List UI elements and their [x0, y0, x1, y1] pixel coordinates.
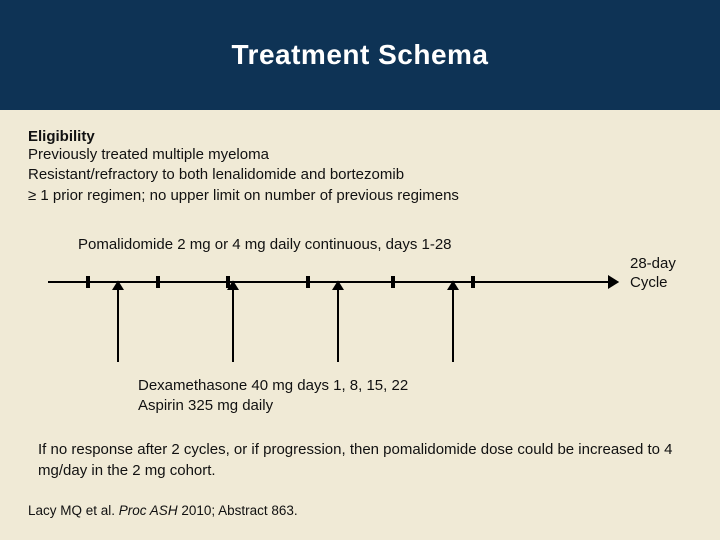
eligibility-header: Eligibility — [28, 128, 692, 145]
eligibility-line: ≥ 1 prior regimen; no upper limit on num… — [28, 186, 692, 206]
citation: Lacy MQ et al. Proc ASH 2010; Abstract 8… — [28, 503, 298, 518]
eligibility-block: Eligibility Previously treated multiple … — [28, 128, 692, 206]
footer-note: If no response after 2 cycles, or if pro… — [28, 440, 692, 481]
eligibility-line: Resistant/refractory to both lenalidomid… — [28, 165, 692, 185]
eligibility-line: Previously treated multiple myeloma — [28, 145, 692, 165]
pomalidomide-label: Pomalidomide 2 mg or 4 mg daily continuo… — [78, 236, 452, 253]
citation-journal: Proc ASH — [119, 503, 178, 518]
dex-line: Aspirin 325 mg daily — [138, 396, 692, 416]
citation-rest: 2010; Abstract 863. — [178, 503, 298, 518]
slide-header: Treatment Schema — [0, 0, 720, 110]
dexamethasone-block: Dexamethasone 40 mg days 1, 8, 15, 22 As… — [138, 376, 692, 417]
treatment-schema-diagram: Pomalidomide 2 mg or 4 mg daily continuo… — [28, 236, 688, 376]
cycle-label-line2: Cycle — [630, 274, 668, 291]
timeline-svg — [28, 258, 628, 368]
cycle-label: 28-day Cycle — [630, 254, 676, 293]
citation-authors: Lacy MQ et al. — [28, 503, 119, 518]
dex-line: Dexamethasone 40 mg days 1, 8, 15, 22 — [138, 376, 692, 396]
slide-content: Eligibility Previously treated multiple … — [0, 110, 720, 481]
cycle-label-line1: 28-day — [630, 255, 676, 272]
slide-title: Treatment Schema — [232, 39, 489, 71]
